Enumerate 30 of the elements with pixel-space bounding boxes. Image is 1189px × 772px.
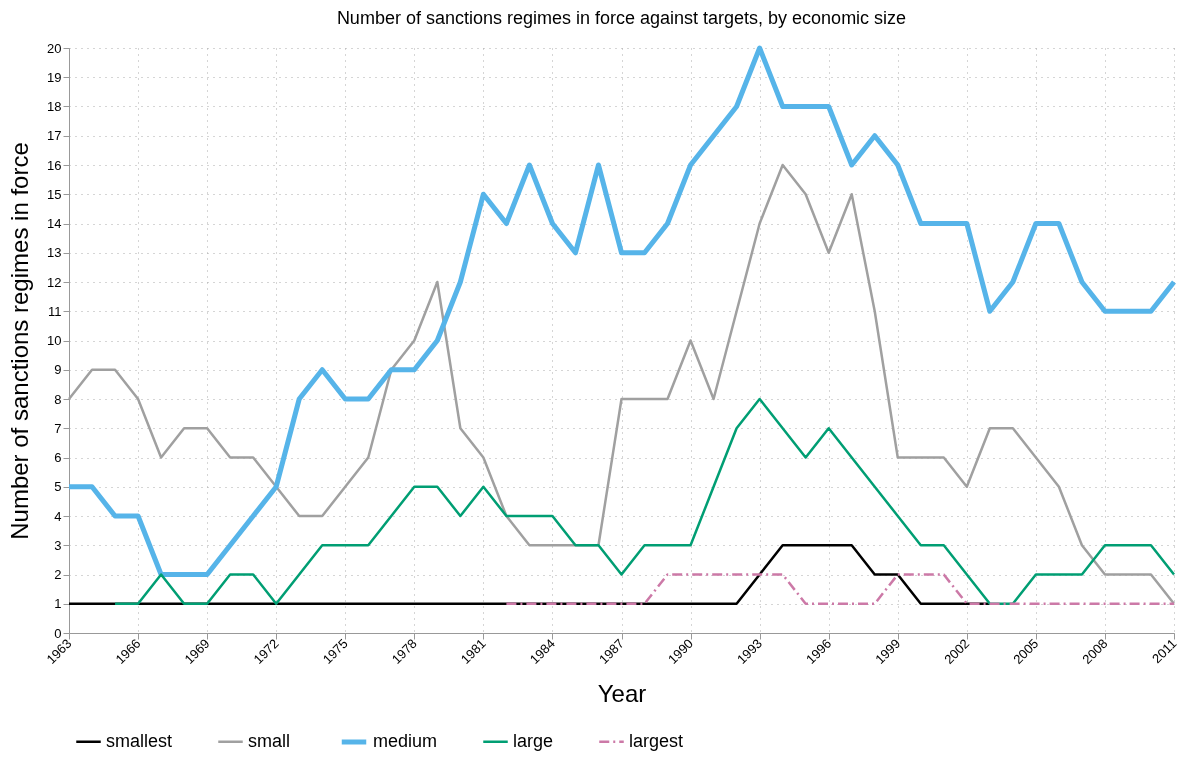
x-axis-title: Year [597, 679, 647, 707]
legend-label: small [248, 730, 291, 751]
y-tick-label: 2 [54, 567, 62, 582]
y-tick-label: 1 [54, 596, 62, 612]
y-tick-label: 8 [54, 391, 62, 407]
y-tick-label: 20 [47, 40, 62, 56]
y-tick-label: 11 [48, 303, 62, 319]
y-tick-label: 0 [54, 625, 62, 641]
y-tick-label: 3 [54, 537, 62, 553]
y-axis-title: Number of sanctions regimes in force [6, 142, 34, 540]
y-tick-label: 18 [47, 99, 62, 114]
legend-label: large [513, 730, 554, 751]
y-tick-label: 15 [47, 186, 62, 202]
legend-label: largest [629, 730, 684, 751]
y-tick-label: 10 [47, 333, 62, 348]
y-tick-label: 16 [47, 157, 62, 173]
y-tick-label: 6 [54, 450, 62, 465]
y-tick-label: 9 [54, 362, 62, 378]
y-tick-label: 19 [47, 69, 62, 85]
line-series [113, 397, 1176, 605]
y-tick-label: 7 [54, 420, 62, 436]
legend-label: medium [373, 731, 438, 751]
y-tick-label: 12 [47, 274, 62, 290]
y-tick-label: 17 [47, 128, 62, 144]
chart-title: Number of sanctions regimes in force against targets, by economic size [336, 8, 907, 28]
y-tick-label: 13 [47, 245, 62, 261]
y-tick-label: 4 [54, 508, 62, 524]
y-tick-label: 5 [54, 479, 62, 495]
y-tick-label: 14 [47, 216, 62, 231]
legend-label: smallest [106, 730, 173, 751]
